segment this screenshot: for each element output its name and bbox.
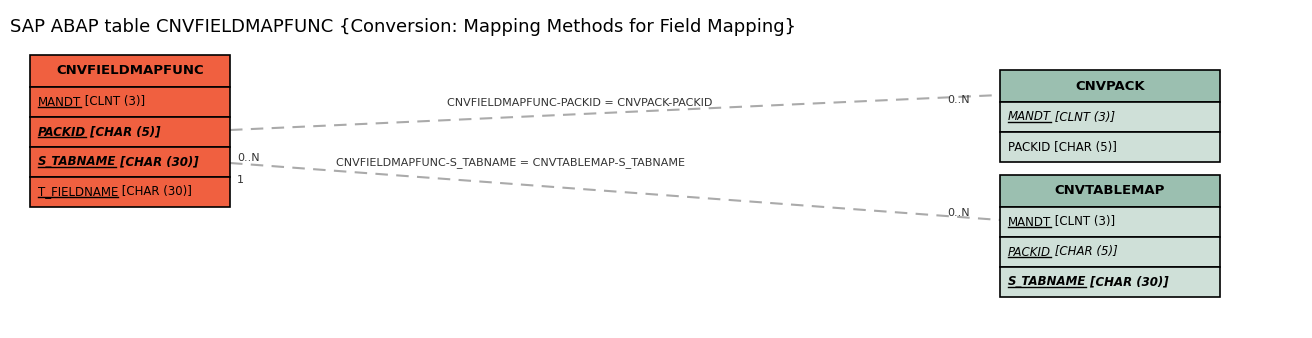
Text: CNVFIELDMAPFUNC-PACKID = CNVPACK-PACKID: CNVFIELDMAPFUNC-PACKID = CNVPACK-PACKID bbox=[447, 98, 712, 108]
Text: MANDT: MANDT bbox=[1008, 216, 1051, 228]
Text: 0..N: 0..N bbox=[237, 153, 260, 163]
Text: [CHAR (30)]: [CHAR (30)] bbox=[117, 155, 199, 169]
Text: T_FIELDNAME: T_FIELDNAME bbox=[38, 186, 118, 198]
Text: PACKID: PACKID bbox=[1008, 245, 1051, 259]
Text: PACKID: PACKID bbox=[38, 125, 87, 139]
Text: [CLNT (3)]: [CLNT (3)] bbox=[1051, 111, 1115, 123]
Text: MANDT: MANDT bbox=[1008, 111, 1051, 123]
Text: CNVFIELDMAPFUNC-S_TABNAME = CNVTABLEMAP-S_TABNAME: CNVFIELDMAPFUNC-S_TABNAME = CNVTABLEMAP-… bbox=[336, 157, 685, 168]
Bar bbox=[30, 55, 230, 87]
Text: 1: 1 bbox=[237, 175, 244, 185]
Bar bbox=[1000, 267, 1220, 297]
Text: S_TABNAME: S_TABNAME bbox=[38, 155, 117, 169]
Bar bbox=[1000, 102, 1220, 132]
Text: 0..N: 0..N bbox=[947, 95, 970, 105]
Bar bbox=[30, 147, 230, 177]
Bar bbox=[1000, 207, 1220, 237]
Bar bbox=[1000, 132, 1220, 162]
Text: CNVFIELDMAPFUNC: CNVFIELDMAPFUNC bbox=[56, 65, 203, 77]
Text: MANDT: MANDT bbox=[38, 96, 81, 108]
Bar bbox=[1000, 237, 1220, 267]
Text: SAP ABAP table CNVFIELDMAPFUNC {Conversion: Mapping Methods for Field Mapping}: SAP ABAP table CNVFIELDMAPFUNC {Conversi… bbox=[10, 18, 796, 36]
Text: CNVTABLEMAP: CNVTABLEMAP bbox=[1055, 185, 1165, 197]
Bar bbox=[1000, 70, 1220, 102]
Text: CNVPACK: CNVPACK bbox=[1076, 79, 1145, 93]
Text: [CLNT (3)]: [CLNT (3)] bbox=[81, 96, 146, 108]
Text: [CHAR (30)]: [CHAR (30)] bbox=[118, 186, 193, 198]
Text: [CLNT (3)]: [CLNT (3)] bbox=[1051, 216, 1115, 228]
Bar bbox=[30, 177, 230, 207]
Text: [CHAR (5)]: [CHAR (5)] bbox=[1051, 245, 1118, 259]
Text: 0..N: 0..N bbox=[947, 208, 970, 218]
Text: PACKID [CHAR (5)]: PACKID [CHAR (5)] bbox=[1008, 141, 1117, 153]
Bar bbox=[30, 117, 230, 147]
Bar bbox=[1000, 175, 1220, 207]
Bar bbox=[30, 87, 230, 117]
Text: S_TABNAME: S_TABNAME bbox=[1008, 275, 1086, 289]
Text: [CHAR (30)]: [CHAR (30)] bbox=[1086, 275, 1169, 289]
Text: [CHAR (5)]: [CHAR (5)] bbox=[87, 125, 160, 139]
